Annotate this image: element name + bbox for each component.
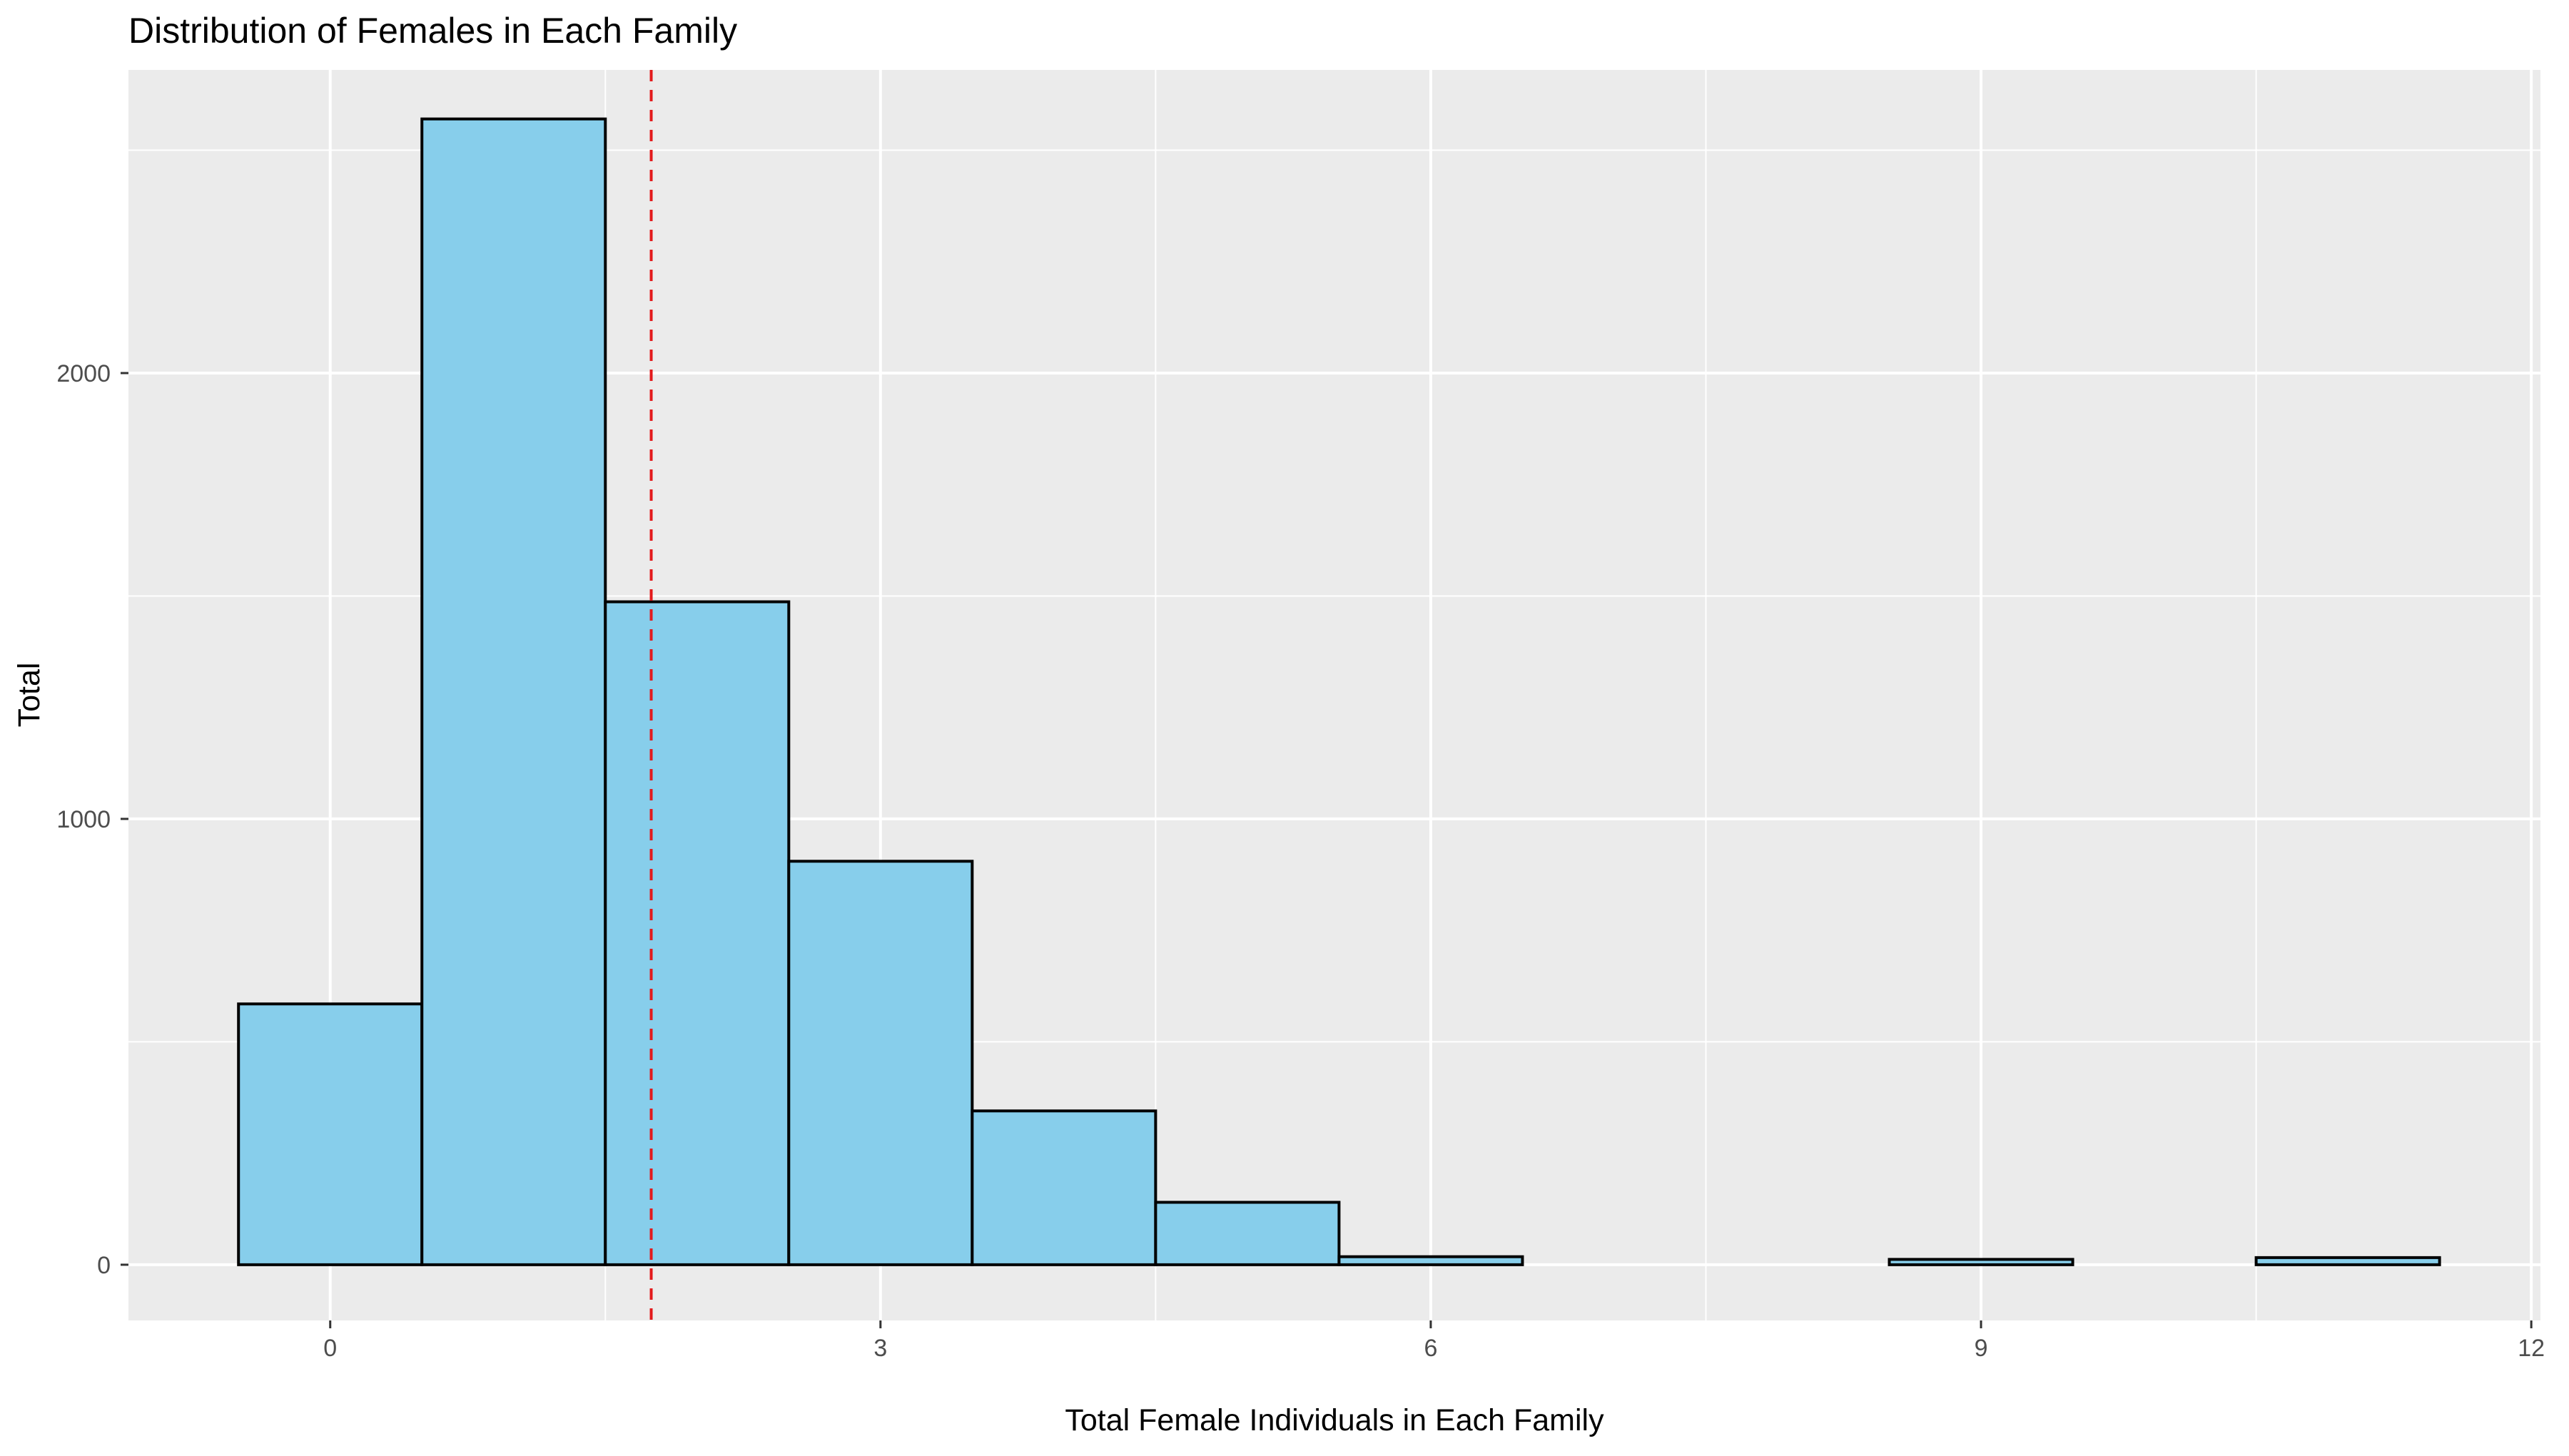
histogram-bar bbox=[1337, 1255, 1524, 1266]
histogram-bar bbox=[2254, 1256, 2441, 1266]
y-tick-label: 1000 bbox=[56, 806, 111, 833]
chart-title: Distribution of Females in Each Family bbox=[128, 11, 737, 51]
histogram-bar bbox=[787, 860, 974, 1266]
histogram-bar bbox=[420, 117, 607, 1266]
x-tick-label: 12 bbox=[2518, 1335, 2545, 1362]
x-tick-label: 9 bbox=[1975, 1335, 1988, 1362]
y-axis-title: Total bbox=[12, 663, 46, 728]
histogram-bar bbox=[1888, 1258, 2074, 1266]
bars bbox=[237, 117, 2441, 1266]
y-tick-label: 2000 bbox=[56, 360, 111, 387]
x-axis-ticks: 0 3 6 9 12 bbox=[323, 1320, 2545, 1362]
y-axis-ticks: 0 1000 2000 bbox=[56, 360, 128, 1279]
y-tick-label: 0 bbox=[97, 1252, 111, 1279]
x-tick-label: 3 bbox=[873, 1335, 887, 1362]
x-tick-label: 6 bbox=[1424, 1335, 1437, 1362]
x-tick-label: 0 bbox=[323, 1335, 337, 1362]
x-axis-title: Total Female Individuals in Each Family bbox=[1065, 1403, 1604, 1437]
histogram-bar bbox=[1154, 1201, 1341, 1266]
histogram-bar bbox=[971, 1109, 1157, 1266]
histogram-bar bbox=[604, 600, 791, 1266]
histogram-bar bbox=[237, 1002, 424, 1266]
